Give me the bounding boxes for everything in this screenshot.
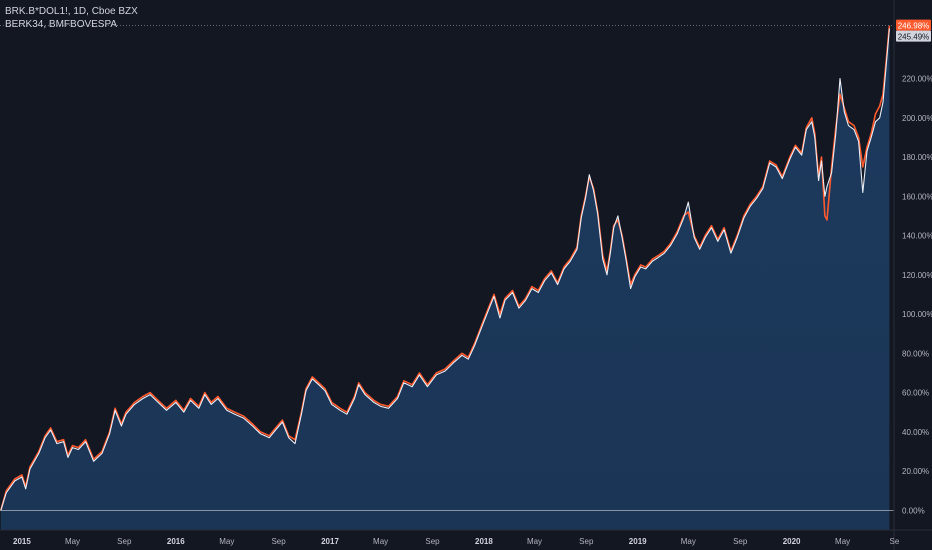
x-tick-month-label: May (527, 537, 542, 546)
legend-compare-symbol[interactable]: BERK34, BMFBOVESPA (5, 19, 118, 30)
y-tick-label: 60.00% (902, 389, 929, 398)
badge-background (896, 30, 931, 42)
x-tick-month-label: Sep (117, 537, 132, 546)
last-value-badge-main: 246.98% (896, 19, 931, 31)
guide-layer (0, 25, 894, 511)
y-tick-label: 0.00% (902, 506, 925, 515)
y-tick-label: 200.00% (902, 114, 932, 123)
badge-background (896, 19, 931, 31)
x-tick-month-label: May (65, 537, 80, 546)
y-tick-label: 80.00% (902, 349, 929, 358)
y-tick-label: 120.00% (902, 271, 932, 280)
x-tick-month-label: Sep (733, 537, 748, 546)
x-tick-month-label: Sep (579, 537, 594, 546)
x-tick-year-label: 2020 (783, 537, 801, 546)
y-tick-label: 20.00% (902, 467, 929, 476)
badge-label: 246.98% (898, 22, 930, 31)
x-tick-year-label: 2016 (167, 537, 185, 546)
x-tick-month-label: May (219, 537, 234, 546)
x-tick-month-label: Sep (271, 537, 286, 546)
y-tick-label: 180.00% (902, 153, 932, 162)
badge-label: 245.49% (898, 33, 930, 42)
x-axis: 2015 May Sep 2016 May Sep 2017 May Sep 2018 May Sep… (13, 537, 900, 546)
x-tick-year-label: 2017 (321, 537, 339, 546)
x-tick-month-label: May (681, 537, 696, 546)
x-tick-year-label: 2015 (13, 537, 31, 546)
last-value-badges: 246.98% 245.49% (896, 19, 931, 42)
x-tick-year-label: 2019 (629, 537, 647, 546)
y-tick-label: 40.00% (902, 428, 929, 437)
x-tick-month-label: May (835, 537, 850, 546)
chart-legend: BRK.B*DOL1!, 1D, Cboe BZX BERK34, BMFBOV… (5, 5, 138, 31)
y-tick-label: 100.00% (902, 310, 932, 319)
series-line-brk-b-dol1-[interactable] (0, 25, 891, 511)
x-tick-month-label: May (373, 537, 388, 546)
legend-main-symbol[interactable]: BRK.B*DOL1!, 1D, Cboe BZX (5, 6, 138, 17)
last-value-badge-compare: 245.49% (896, 30, 931, 42)
y-axis: 0.00% 20.00% 40.00% 60.00% 80.00% 100.00% 120.… (902, 75, 932, 516)
series-area-berk34 (0, 28, 890, 530)
area-layer (0, 28, 890, 530)
y-tick-label: 160.00% (902, 192, 932, 201)
x-tick-month-label: Sep (425, 537, 440, 546)
price-axis-background[interactable] (894, 0, 932, 550)
line-layer (0, 25, 891, 511)
y-tick-label: 220.00% (902, 75, 932, 84)
x-tick-month-label: Se (890, 537, 900, 546)
x-tick-year-label: 2018 (475, 537, 493, 546)
series-line-berk34[interactable] (0, 28, 890, 511)
y-tick-label: 140.00% (902, 232, 932, 241)
